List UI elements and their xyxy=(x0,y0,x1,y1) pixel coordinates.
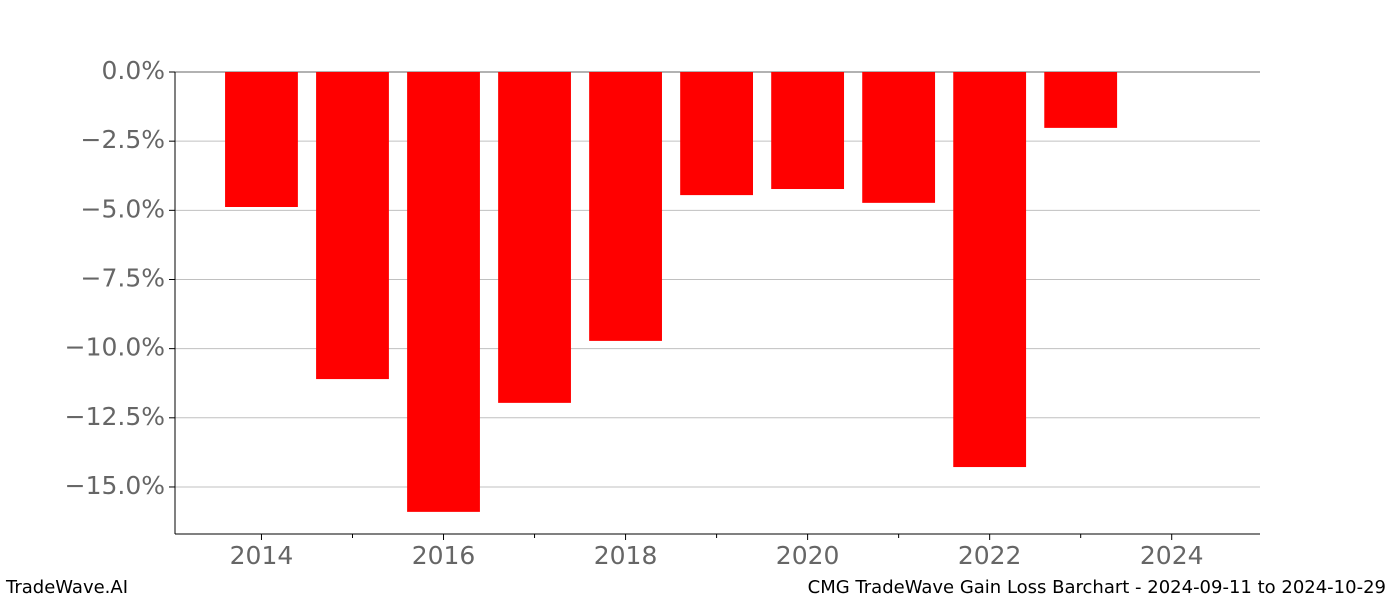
chart-title: CMG TradeWave Gain Loss Barchart - 2024-… xyxy=(808,577,1386,598)
bar xyxy=(1044,72,1118,128)
y-tick-label: −12.5% xyxy=(65,402,165,431)
x-tick-label: 2022 xyxy=(958,541,1022,570)
bar xyxy=(862,72,936,203)
bar xyxy=(498,72,571,403)
y-tick-label: −2.5% xyxy=(81,125,165,154)
x-tick-label: 2024 xyxy=(1140,541,1204,570)
bar xyxy=(225,72,298,208)
x-tick-label: 2016 xyxy=(412,541,476,570)
x-tick-label: 2014 xyxy=(230,541,294,570)
bar xyxy=(316,72,389,380)
x-tick-label: 2020 xyxy=(776,541,840,570)
bar xyxy=(771,72,845,190)
y-tick-label: −5.0% xyxy=(81,194,165,223)
y-tick-label: −10.0% xyxy=(65,333,165,362)
y-tick-label: −15.0% xyxy=(65,471,165,500)
y-tick-label: −7.5% xyxy=(81,263,165,292)
bar xyxy=(680,72,753,196)
bar xyxy=(589,72,662,341)
bar xyxy=(953,72,1027,468)
x-tick-label: 2018 xyxy=(594,541,658,570)
brand: TradeWave.AI xyxy=(5,577,128,598)
y-tick-label: 0.0% xyxy=(101,56,165,85)
bar xyxy=(407,72,480,512)
